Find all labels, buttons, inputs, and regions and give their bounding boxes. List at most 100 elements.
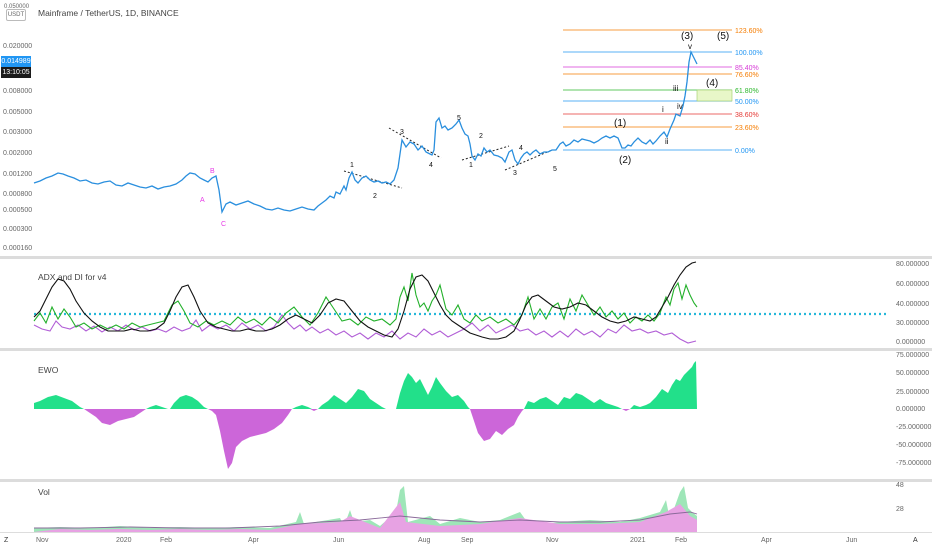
wave-label: 4 [429, 162, 433, 169]
ewo-positive-area [630, 361, 697, 409]
pane-separator[interactable] [0, 479, 932, 482]
fib-label: 38.60% [735, 112, 759, 119]
wave-label: A [200, 197, 205, 204]
price-pane[interactable]: USDT Mainframe / TetherUS, 1D, BINANCE 0… [0, 0, 932, 256]
pane-separator[interactable] [0, 256, 932, 259]
time-axis-label: 2020 [116, 537, 132, 544]
ewo-axis-label: 50.000000 [896, 370, 930, 377]
fib-label: 76.60% [735, 72, 759, 79]
time-axis-label: Aug [418, 537, 431, 544]
fib-label: 0.00% [735, 148, 755, 155]
price-chart[interactable]: 123.60% 100.00% 85.40% 76.60% 61.80% 50.… [0, 0, 932, 256]
time-axis-label: Feb [675, 537, 688, 544]
ewo-axis-label: -75.000000 [896, 460, 932, 467]
ewo-axis-label: 25.000000 [896, 389, 930, 396]
time-axis-label: Apr [248, 537, 259, 544]
time-axis-label: Feb [160, 537, 173, 544]
trendline [504, 149, 553, 171]
time-axis-label: 2021 [630, 537, 646, 544]
price-axis-label: 0.000160 [3, 245, 33, 252]
price-axis-label: 0.000500 [3, 207, 33, 214]
ewo-negative-area [622, 409, 630, 411]
adx-axis-label: 80.000000 [896, 261, 930, 268]
volume-axis-label: 48 [896, 482, 904, 489]
wave-label: i [662, 105, 664, 114]
wave-label: ii [665, 137, 669, 146]
volume-title: Vol [38, 487, 50, 497]
wave-label: C [221, 221, 226, 228]
wave-label: 3 [400, 129, 404, 136]
wave-label: (5) [717, 31, 729, 42]
ewo-pane[interactable]: EWO 75.000000 50.000000 25.000000 0.0000… [0, 351, 932, 479]
adx-line [33, 261, 697, 340]
wave-label: (4) [706, 78, 718, 89]
volume-bars-red [34, 502, 697, 532]
wave-label: 5 [553, 166, 557, 173]
wave-label: iv [677, 102, 683, 111]
volume-pane[interactable]: Vol 48 28 [0, 482, 932, 532]
countdown-tag: 13:10:05 [1, 67, 31, 78]
ewo-positive-area [146, 405, 168, 409]
adx-axis-label: 0.000000 [896, 339, 926, 346]
ewo-positive-area [396, 373, 470, 409]
price-axis-label: 0.001200 [3, 171, 33, 178]
time-axis-label: Sep [461, 537, 474, 544]
volume-axis-label: 28 [896, 506, 904, 513]
pane-separator[interactable] [0, 348, 932, 351]
ewo-negative-area [84, 409, 146, 425]
trendline [461, 145, 510, 161]
chart-title: Mainframe / TetherUS, 1D, BINANCE [38, 8, 179, 18]
wave-4-target-zone [696, 89, 733, 102]
time-axis-label: Nov [36, 537, 49, 544]
auto-scale-corner[interactable]: A [913, 537, 918, 544]
adx-axis-label: 40.000000 [896, 301, 930, 308]
price-axis-label: 0.000300 [3, 226, 33, 233]
time-axis-label: Apr [761, 537, 772, 544]
adx-axis-label: 60.000000 [896, 281, 930, 288]
price-axis-label: 0.005000 [3, 109, 33, 116]
ewo-positive-area [524, 393, 622, 409]
ewo-title: EWO [38, 365, 59, 375]
ewo-chart[interactable] [0, 351, 932, 479]
ewo-axis-label: 0.000000 [896, 406, 926, 413]
price-axis-label: 0.002000 [3, 150, 33, 157]
adx-pane[interactable]: ADX and DI for v4 80.000000 60.000000 40… [0, 259, 932, 348]
di-minus-line [33, 314, 697, 344]
current-price-tag: 0.014989 [1, 56, 31, 67]
fib-label: 100.00% [735, 50, 763, 57]
wave-label: v [688, 42, 692, 51]
currency-badge[interactable]: USDT [6, 9, 26, 21]
time-axis[interactable]: Z Nov 2020 Feb Apr Jun Aug Sep Nov 2021 … [0, 532, 932, 551]
wave-label: (3) [681, 31, 693, 42]
ewo-positive-area [170, 395, 208, 409]
wave-label: 2 [373, 193, 377, 200]
volume-chart[interactable] [0, 482, 932, 532]
time-axis-label: Nov [546, 537, 559, 544]
ewo-axis-label: -25.000000 [896, 424, 932, 431]
wave-label: 2 [479, 133, 483, 140]
adx-chart[interactable] [0, 259, 932, 348]
fib-label: 50.00% [735, 99, 759, 106]
wave-label: 1 [469, 162, 473, 169]
wave-label: (2) [619, 155, 631, 166]
wave-label: iii [673, 84, 679, 93]
wave-label: 4 [519, 145, 523, 152]
fib-label: 123.60% [735, 28, 763, 35]
wave-label: 1 [350, 162, 354, 169]
fib-label: 85.40% [735, 65, 759, 72]
ewo-positive-area [292, 405, 312, 409]
adx-title: ADX and DI for v4 [38, 272, 107, 282]
zoom-corner-left[interactable]: Z [4, 537, 9, 544]
ewo-positive-area [34, 395, 84, 409]
wave-label: 5 [457, 115, 461, 122]
wave-label: B [210, 168, 215, 175]
time-axis-label: Jun [333, 537, 345, 544]
fib-label: 61.80% [735, 88, 759, 95]
price-axis-label: 0.020000 [3, 43, 33, 50]
time-axis-label: Jun [846, 537, 858, 544]
ewo-negative-area [208, 409, 292, 469]
ewo-positive-area [318, 389, 386, 409]
price-axis-label: 0.000800 [3, 191, 33, 198]
ewo-axis-label: 75.000000 [896, 352, 930, 359]
ewo-negative-area [470, 409, 524, 441]
